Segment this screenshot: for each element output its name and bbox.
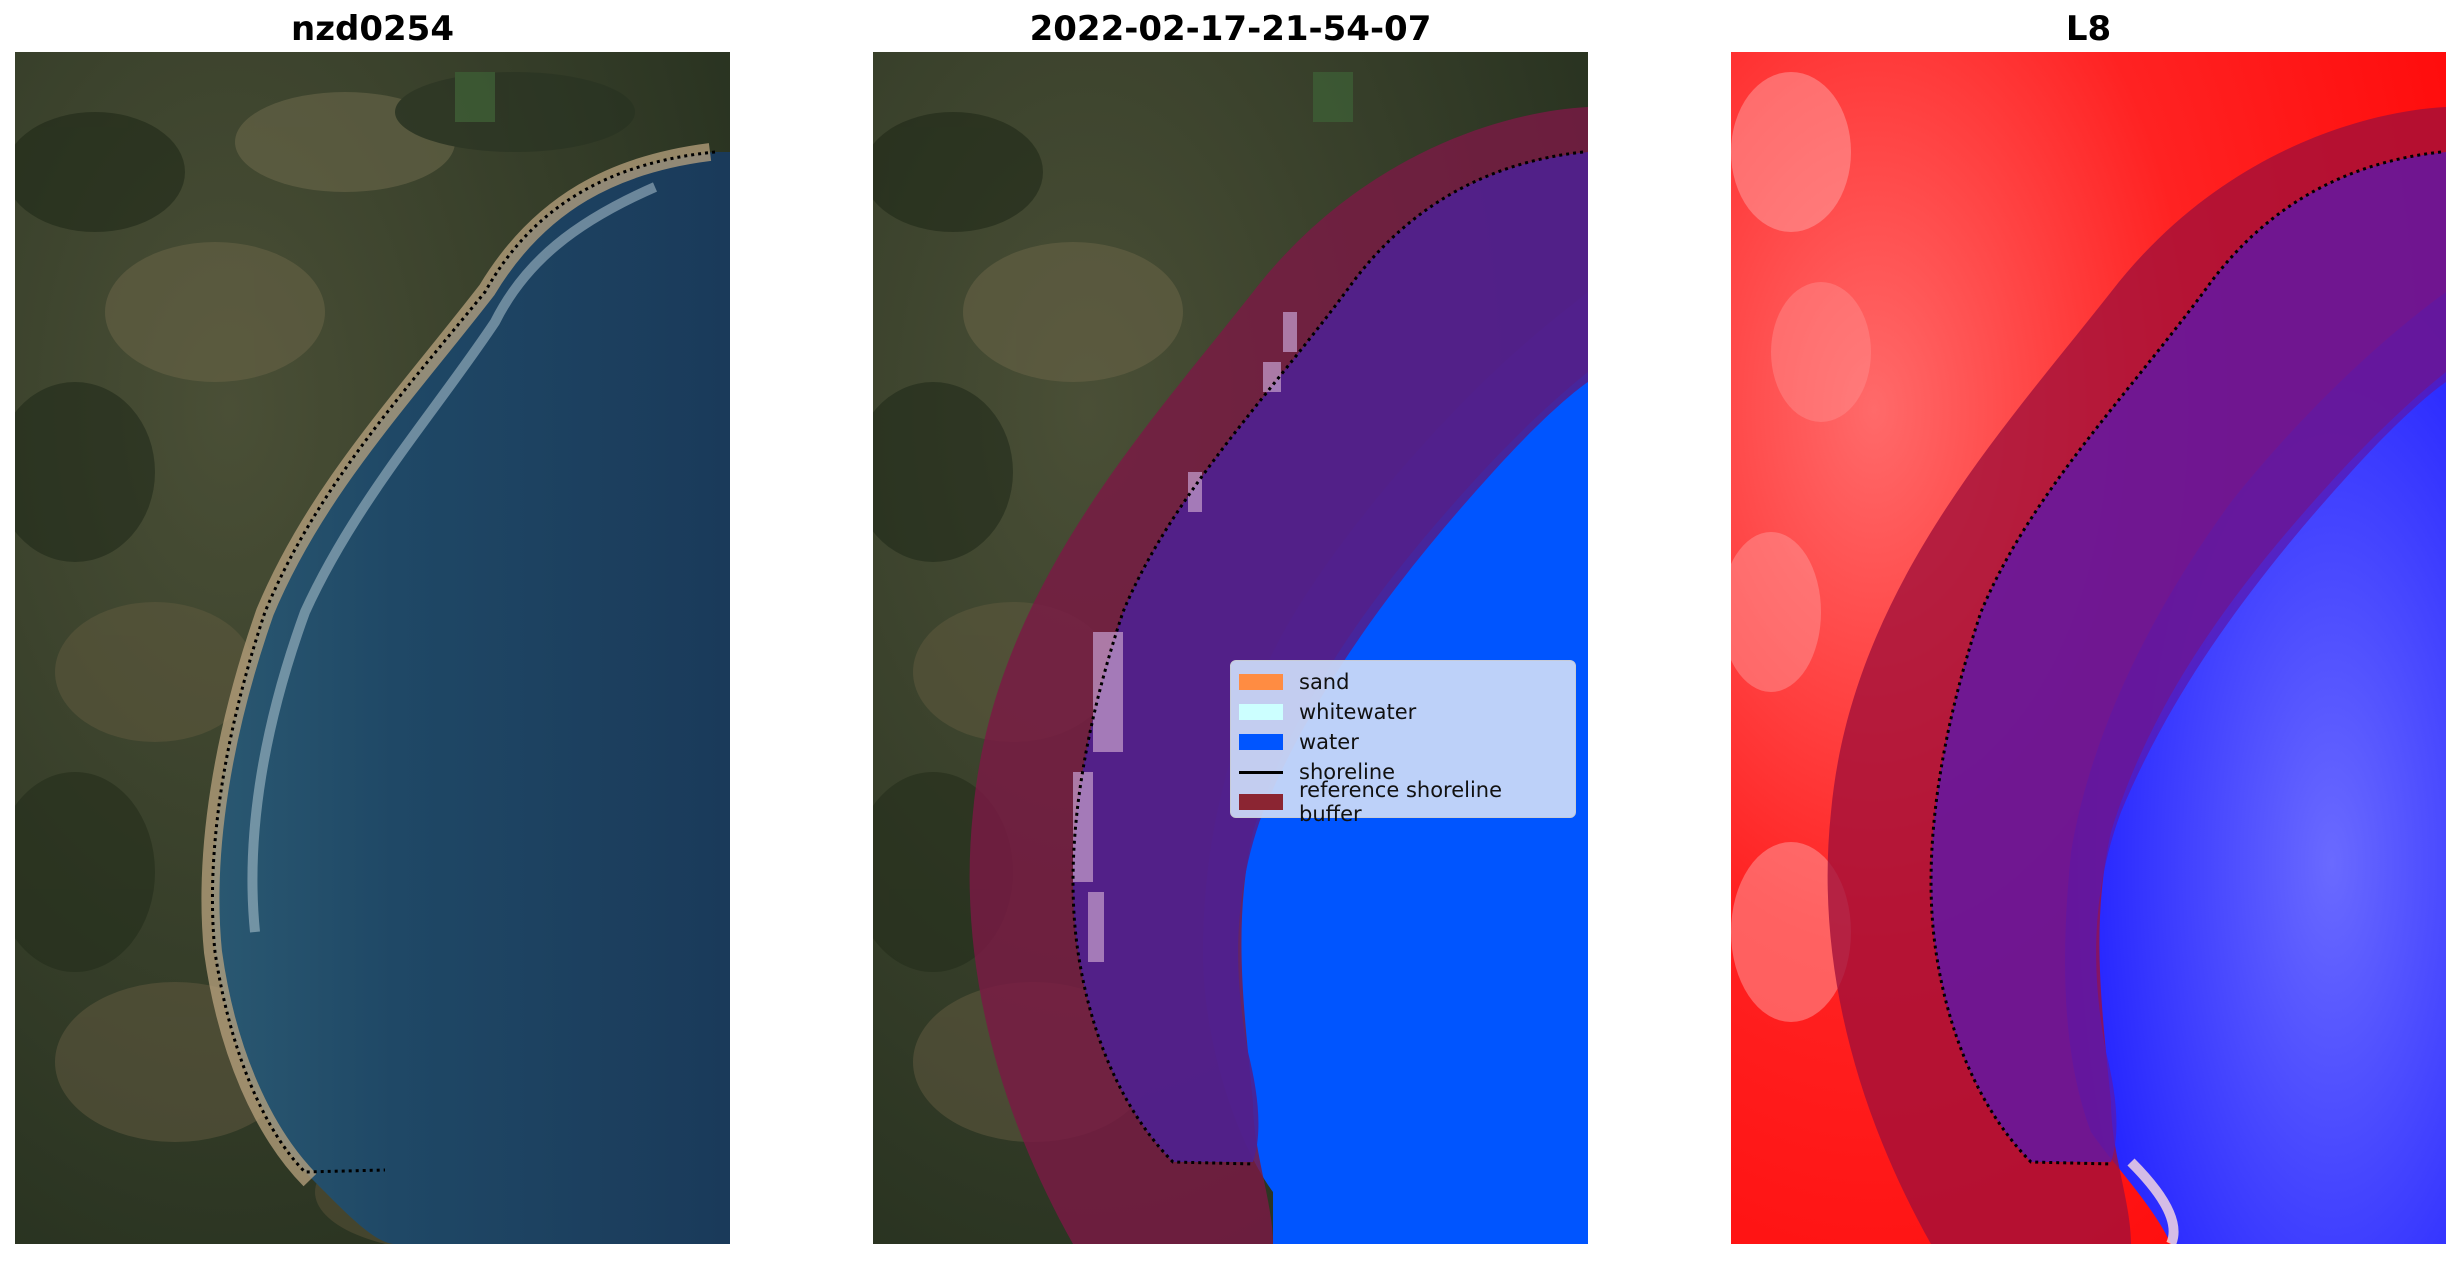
legend-label-shoreline: shoreline [1299,760,1396,784]
legend-label-whitewater: whitewater [1299,700,1417,724]
legend-entry-whitewater: whitewater [1239,697,1567,727]
legend-swatch-buffer [1239,794,1283,810]
water-in-buffer [1073,152,1588,1162]
legend-entry-sand: sand [1239,667,1567,697]
legend-swatch-sand [1239,674,1283,690]
panel-title-rgb: nzd0254 [291,9,454,49]
water-in-buffer [1931,152,2446,1162]
surf-highlight [2127,1158,2179,1244]
water-index-image [1731,52,2446,1244]
legend-swatch-whitewater [1239,704,1283,720]
water-index-area [2065,292,2446,1244]
legend-swatch-water [1239,734,1283,750]
sea-area [212,152,730,1244]
panel-title-classified: 2022-02-17-21-54-07 [1029,9,1432,49]
panel-title-index: L8 [2065,9,2112,49]
classified-image-panel [873,52,1588,1244]
classified-image [873,52,1588,1244]
index-image-panel [1731,52,2446,1244]
legend-entry-buffer: reference shoreline buffer [1239,778,1567,826]
legend-label-water: water [1299,730,1359,754]
rgb-image-panel [15,52,730,1244]
legend-entry-water: water [1239,727,1567,757]
legend-label-sand: sand [1299,670,1350,694]
legend-line-shoreline [1239,770,1283,774]
legend: sand whitewater water shoreline referenc… [1230,660,1576,826]
legend-entry-shoreline: shoreline [1239,757,1567,787]
legend-label-buffer: reference shoreline buffer [1299,778,1503,826]
sand-beach [201,143,712,1187]
rgb-satellite-image [15,52,730,1244]
whitewater-surf [247,182,658,933]
land-index-texture [1731,72,1871,1022]
